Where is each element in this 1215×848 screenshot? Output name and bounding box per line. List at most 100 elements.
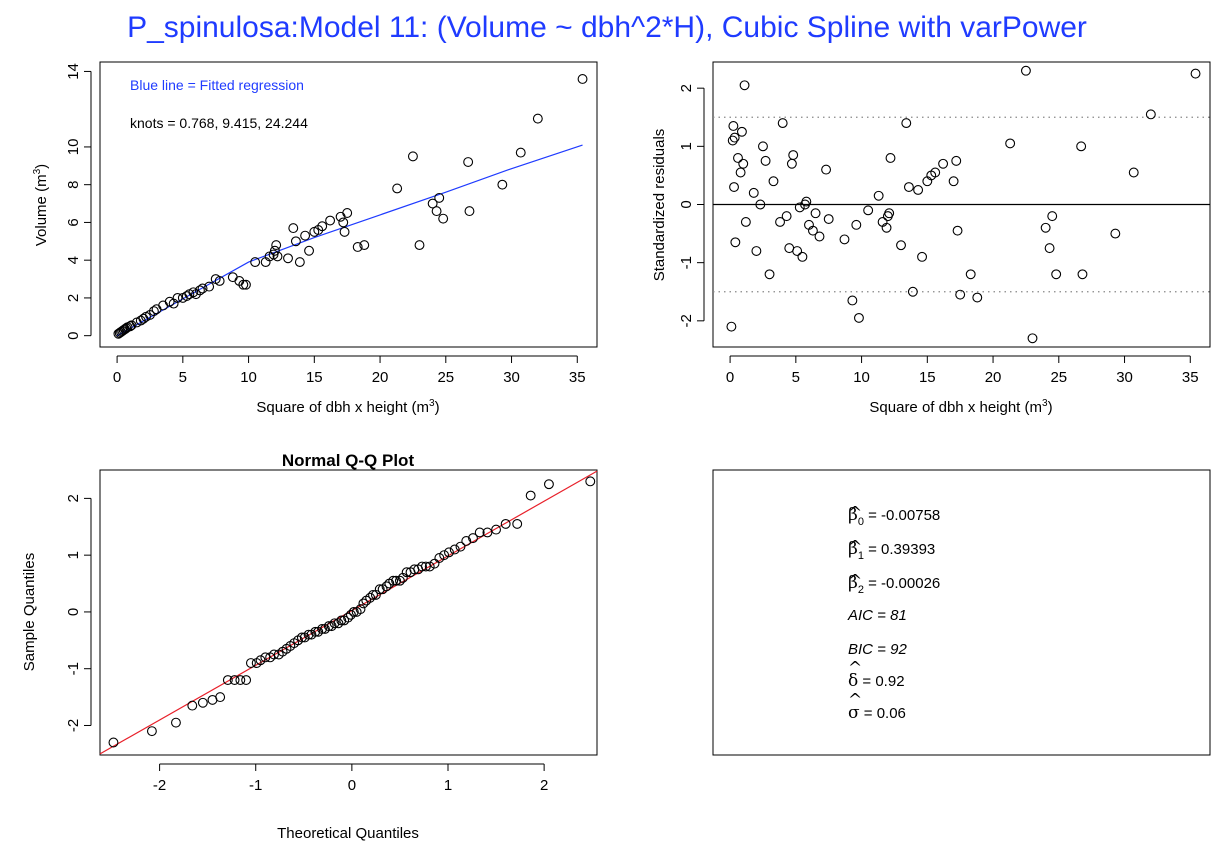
residuals-x-tick-label: 20 (985, 369, 1002, 386)
qq-data-point (468, 533, 478, 544)
residuals-data-point (758, 141, 768, 152)
residuals-data-point (1044, 243, 1055, 254)
fitted-regression-panel: 0 5 10 15 20 25 30 35 0 2 4 6 8 10 14 Square of dbh x … (32, 61, 598, 416)
residuals-data-point (729, 182, 739, 193)
fitted-data-point (227, 272, 238, 283)
fitted-data-point (269, 245, 280, 256)
fitted-plot-frame (99, 61, 598, 348)
qq-data-point (345, 609, 356, 620)
residuals-data-point (781, 211, 792, 222)
qq-data-point (333, 618, 344, 629)
residuals-data-point (792, 246, 803, 256)
qq-data-point (358, 598, 369, 609)
fitted-x-tick-label: 10 (240, 369, 257, 386)
qq-data-point (482, 527, 493, 538)
residuals-data-point (748, 187, 759, 198)
fitted-data-point (294, 257, 305, 268)
fitted-x-tick-label: 20 (372, 369, 389, 386)
fitted-data-point (414, 240, 425, 251)
fitted-regression-line (116, 144, 583, 337)
qq-data-point (235, 675, 246, 686)
fitted-y-tick-label: 6 (65, 218, 82, 226)
qq-data-point (222, 675, 233, 686)
qq-y-tick-label: 1 (65, 551, 82, 559)
knots-note: knots = 0.768, 9.415, 24.244 (130, 115, 308, 131)
fitted-data-point (172, 292, 183, 303)
residuals-data-point (764, 269, 775, 280)
residuals-data-point (847, 295, 858, 306)
qq-x-tick-label: 0 (348, 777, 356, 794)
beta1-hat: ^ (848, 537, 862, 557)
fitted-data-point (135, 315, 146, 326)
residuals-data-point (952, 225, 963, 236)
figure-title: P_spinulosa:Model 11: (Volume ~ dbh^2*H)… (127, 11, 1087, 44)
fitted-data-point (126, 320, 137, 331)
residuals-data-point (917, 251, 928, 262)
qq-panel: Normal Q-Q Plot -2 -1 0 1 2 -2 -1 0 1 2 Theoretic… (21, 451, 598, 842)
beta0-symbol: β0 = -0.00758 (848, 505, 940, 528)
residuals-data-point (1110, 228, 1121, 239)
fitted-data-point (434, 192, 445, 203)
fitted-data-point (151, 304, 162, 315)
qq-plot-frame (99, 469, 598, 756)
qq-x-tick-label: 1 (444, 777, 452, 794)
qq-data-point (269, 649, 279, 660)
residuals-y-tick-label: 0 (678, 200, 695, 208)
fitted-data-point (300, 230, 311, 241)
qq-data-point (543, 479, 554, 490)
qq-data-point (585, 476, 596, 487)
residuals-data-point (814, 231, 825, 242)
beta0-estimate: ^ β0 = -0.00758 (848, 503, 940, 528)
residuals-data-point (728, 121, 739, 131)
residuals-data-point (1040, 222, 1051, 233)
residuals-data-point (797, 251, 808, 262)
residuals-x-tick-label: 5 (792, 369, 800, 386)
fitted-data-point (359, 240, 370, 251)
fitted-data-point (497, 179, 508, 190)
residuals-data-point (733, 153, 743, 163)
residuals-data-point (901, 118, 912, 129)
qq-data-point (108, 737, 119, 748)
qq-data-point (255, 655, 266, 666)
residuals-data-point (955, 289, 966, 300)
residuals-data-point (807, 225, 818, 236)
fitted-data-point (214, 275, 225, 286)
residuals-data-point (948, 176, 959, 187)
residuals-data-point (801, 196, 812, 207)
residuals-data-point (740, 216, 751, 227)
qq-data-point (439, 550, 450, 561)
residuals-data-point (739, 80, 750, 91)
qq-reference-line (99, 470, 598, 755)
sigma-symbol: σ = 0.06 (848, 703, 906, 723)
qq-data-point (420, 561, 431, 572)
residuals-data-point (873, 190, 884, 201)
residuals-data-point (823, 214, 834, 224)
residuals-data-point (1027, 333, 1038, 344)
residuals-data-point (1145, 109, 1156, 120)
qq-data-point (391, 575, 402, 586)
residuals-data-point (1077, 269, 1088, 280)
residuals-data-point (863, 205, 874, 216)
fitted-x-tick-label: 30 (503, 369, 520, 386)
qq-data-point (525, 490, 536, 501)
residuals-data-point (885, 153, 896, 163)
residuals-data-point (938, 158, 949, 169)
qq-data-point (461, 536, 472, 546)
fitted-legend-note: Blue line = Fitted regression (130, 77, 304, 93)
residuals-data-point (930, 167, 941, 178)
delta-estimate: ^ δ = 0.92 (848, 658, 905, 691)
qq-data-point (296, 632, 307, 643)
qq-data-point (310, 626, 321, 637)
qq-data-point (500, 518, 511, 529)
qq-data-point (512, 518, 523, 529)
qq-data-point (303, 629, 314, 640)
fitted-data-point (407, 151, 418, 162)
qq-data-point (241, 675, 252, 686)
residuals-data-point (903, 182, 914, 193)
residuals-data-point (851, 219, 862, 230)
qq-data-point (417, 561, 427, 572)
fitted-y-tick-label: 8 (65, 181, 82, 189)
fitted-data-point (338, 217, 349, 228)
qq-data-point (317, 624, 328, 634)
